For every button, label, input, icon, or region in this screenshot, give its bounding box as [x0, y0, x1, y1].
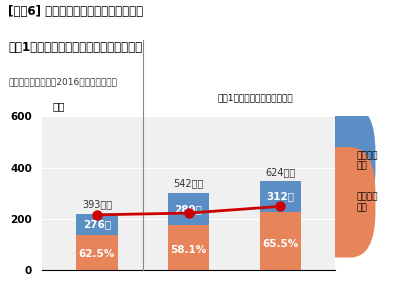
Text: 542億元: 542億元	[173, 178, 204, 188]
Text: 393億元: 393億元	[82, 199, 112, 209]
Text: その他の
業務: その他の 業務	[356, 151, 378, 171]
Bar	[76, 235, 117, 270]
Point	[185, 211, 192, 215]
FancyBboxPatch shape	[310, 147, 375, 258]
Text: 顧客1名あたりの純利益（元）: 顧客1名あたりの純利益（元）	[218, 93, 293, 103]
Text: [図表6] グループ全体の純利益の構成と: [図表6] グループ全体の純利益の構成と	[8, 5, 143, 18]
Point	[93, 212, 100, 217]
Point	[185, 211, 192, 215]
Bar	[76, 214, 117, 235]
Bar	[260, 181, 301, 212]
Text: 65.5%: 65.5%	[262, 239, 298, 249]
Text: 312元: 312元	[266, 191, 294, 202]
FancyBboxPatch shape	[310, 106, 375, 216]
Text: 出所：中国平安保険2016年年報より作成: 出所：中国平安保険2016年年報より作成	[8, 78, 117, 87]
Text: 624億元: 624億元	[265, 167, 295, 177]
Point	[277, 204, 284, 209]
Text: 顧客1名あたりの純利益、契約件数の推移: 顧客1名あたりの純利益、契約件数の推移	[8, 41, 142, 54]
Bar	[168, 193, 209, 225]
Text: 件数: 件数	[52, 101, 65, 111]
Point	[277, 204, 284, 209]
Text: 276元: 276元	[83, 220, 111, 229]
Text: 289元: 289元	[175, 204, 202, 214]
Bar	[260, 212, 301, 270]
Bar	[168, 225, 209, 270]
Text: リテール
業務: リテール 業務	[356, 193, 378, 212]
Text: 58.1%: 58.1%	[171, 245, 207, 255]
Point	[93, 212, 100, 217]
Text: 62.5%: 62.5%	[79, 249, 115, 259]
